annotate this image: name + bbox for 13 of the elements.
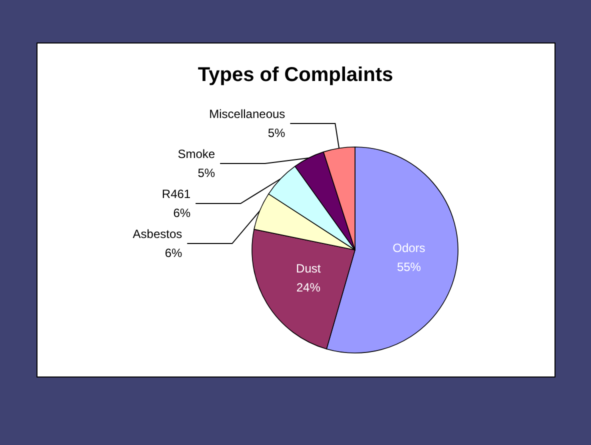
chart-title: Types of Complaints bbox=[198, 64, 394, 86]
slice-label: Odors bbox=[392, 241, 426, 256]
data-label: 6% bbox=[164, 246, 182, 260]
slice-label: Dust bbox=[296, 262, 322, 276]
slice-label: R461 bbox=[162, 187, 191, 202]
slice-label: Asbestos bbox=[132, 227, 182, 242]
data-label: 24% bbox=[296, 280, 321, 295]
data-label: 5% bbox=[198, 166, 216, 180]
data-label: 55% bbox=[396, 260, 422, 274]
slice-label: Miscellaneous bbox=[209, 107, 286, 122]
data-label: 5% bbox=[268, 126, 286, 140]
data-label: 6% bbox=[173, 206, 191, 220]
slice-label: Smoke bbox=[178, 147, 216, 162]
